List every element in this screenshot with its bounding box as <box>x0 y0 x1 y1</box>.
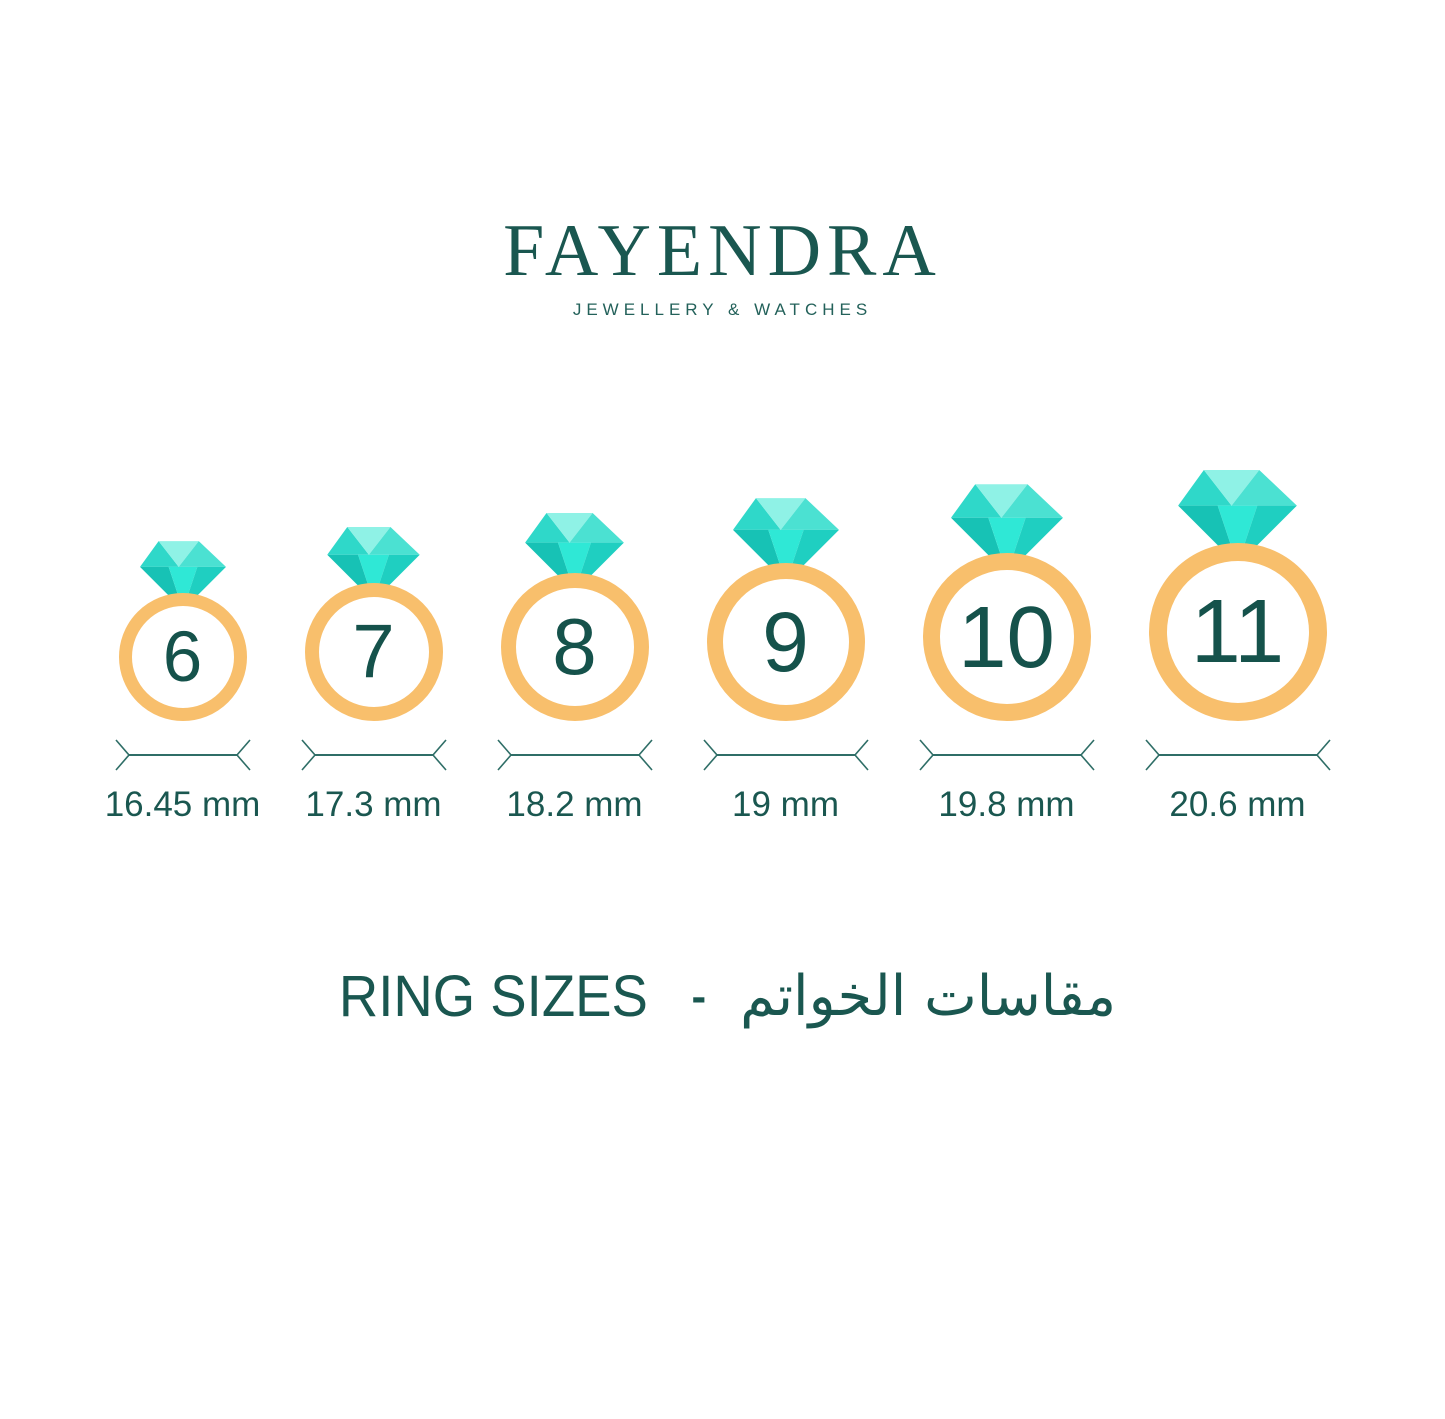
diameter-measure <box>496 737 653 773</box>
diameter-label: 17.3 mm <box>305 785 442 824</box>
measure-line <box>716 753 855 757</box>
ring-size-item-7: 7 17.3 mm <box>300 527 447 825</box>
ring-size-number: 10 <box>958 588 1055 686</box>
ring-size-number: 6 <box>162 617 203 697</box>
measure-arrow-right-icon <box>1080 739 1095 771</box>
measure-arrow-left-icon <box>496 739 511 771</box>
diameter-measure <box>918 737 1095 773</box>
ring-band: 7 <box>304 583 443 721</box>
diameter-label: 19 mm <box>732 785 839 824</box>
diamond-icon <box>732 498 839 583</box>
diameter-label: 16.45 mm <box>104 785 261 824</box>
diamond-icon <box>139 541 226 610</box>
ring-band: 6 <box>118 593 247 721</box>
diameter-measure <box>702 737 869 773</box>
diameter-measure <box>300 737 447 773</box>
ring-size-item-10: 10 19.8 mm <box>918 484 1095 825</box>
diameter-label: 19.8 mm <box>938 785 1075 824</box>
ring-size-number: 9 <box>762 595 809 689</box>
measure-line <box>128 753 237 757</box>
measure-arrow-left-icon <box>918 739 933 771</box>
measure-line <box>510 753 639 757</box>
ring-size-number: 7 <box>352 609 395 694</box>
measure-arrow-left-icon <box>114 739 129 771</box>
page-title-arabic: مقاسات الخواتم <box>740 964 1117 1029</box>
diameter-measure <box>114 737 251 773</box>
measure-arrow-left-icon <box>300 739 315 771</box>
measure-arrow-left-icon <box>1144 739 1159 771</box>
page-title: RING SIZES - مقاسات الخواتم <box>0 963 1445 1030</box>
diameter-label: 20.6 mm <box>1169 785 1306 824</box>
measure-line <box>314 753 433 757</box>
ring-band: 8 <box>500 573 649 721</box>
ring-size-item-9: 9 19 mm <box>702 498 869 825</box>
ring-band: 9 <box>706 563 865 721</box>
diameter-measure <box>1144 737 1331 773</box>
measure-arrow-right-icon <box>1316 739 1331 771</box>
measure-arrow-right-icon <box>236 739 251 771</box>
title-separator: - <box>691 971 707 1021</box>
brand-name: FAYENDRA <box>503 210 942 292</box>
ring-band: 10 <box>922 553 1091 721</box>
ring-size-item-8: 8 18.2 mm <box>496 513 653 825</box>
measure-arrow-left-icon <box>702 739 717 771</box>
brand-tagline: JEWELLERY & WATCHES <box>572 300 873 319</box>
ring-size-item-6: 6 16.45 mm <box>105 541 260 825</box>
ring-size-number: 8 <box>552 602 597 691</box>
page-title-english: RING SIZES <box>338 964 648 1029</box>
measure-line <box>1158 753 1317 757</box>
measure-arrow-right-icon <box>638 739 653 771</box>
brand-logo: FAYENDRA JEWELLERY & WATCHES <box>0 214 1445 320</box>
ring-size-item-11: 11 20.6 mm <box>1144 470 1331 825</box>
diameter-label: 18.2 mm <box>506 785 643 824</box>
measure-arrow-right-icon <box>854 739 869 771</box>
measure-line <box>932 753 1081 757</box>
measure-arrow-right-icon <box>432 739 447 771</box>
ring-size-number: 11 <box>1190 582 1285 682</box>
ring-sizes-row: 6 16.45 mm 7 17.3 mm <box>0 470 1445 825</box>
ring-band: 11 <box>1148 543 1327 721</box>
